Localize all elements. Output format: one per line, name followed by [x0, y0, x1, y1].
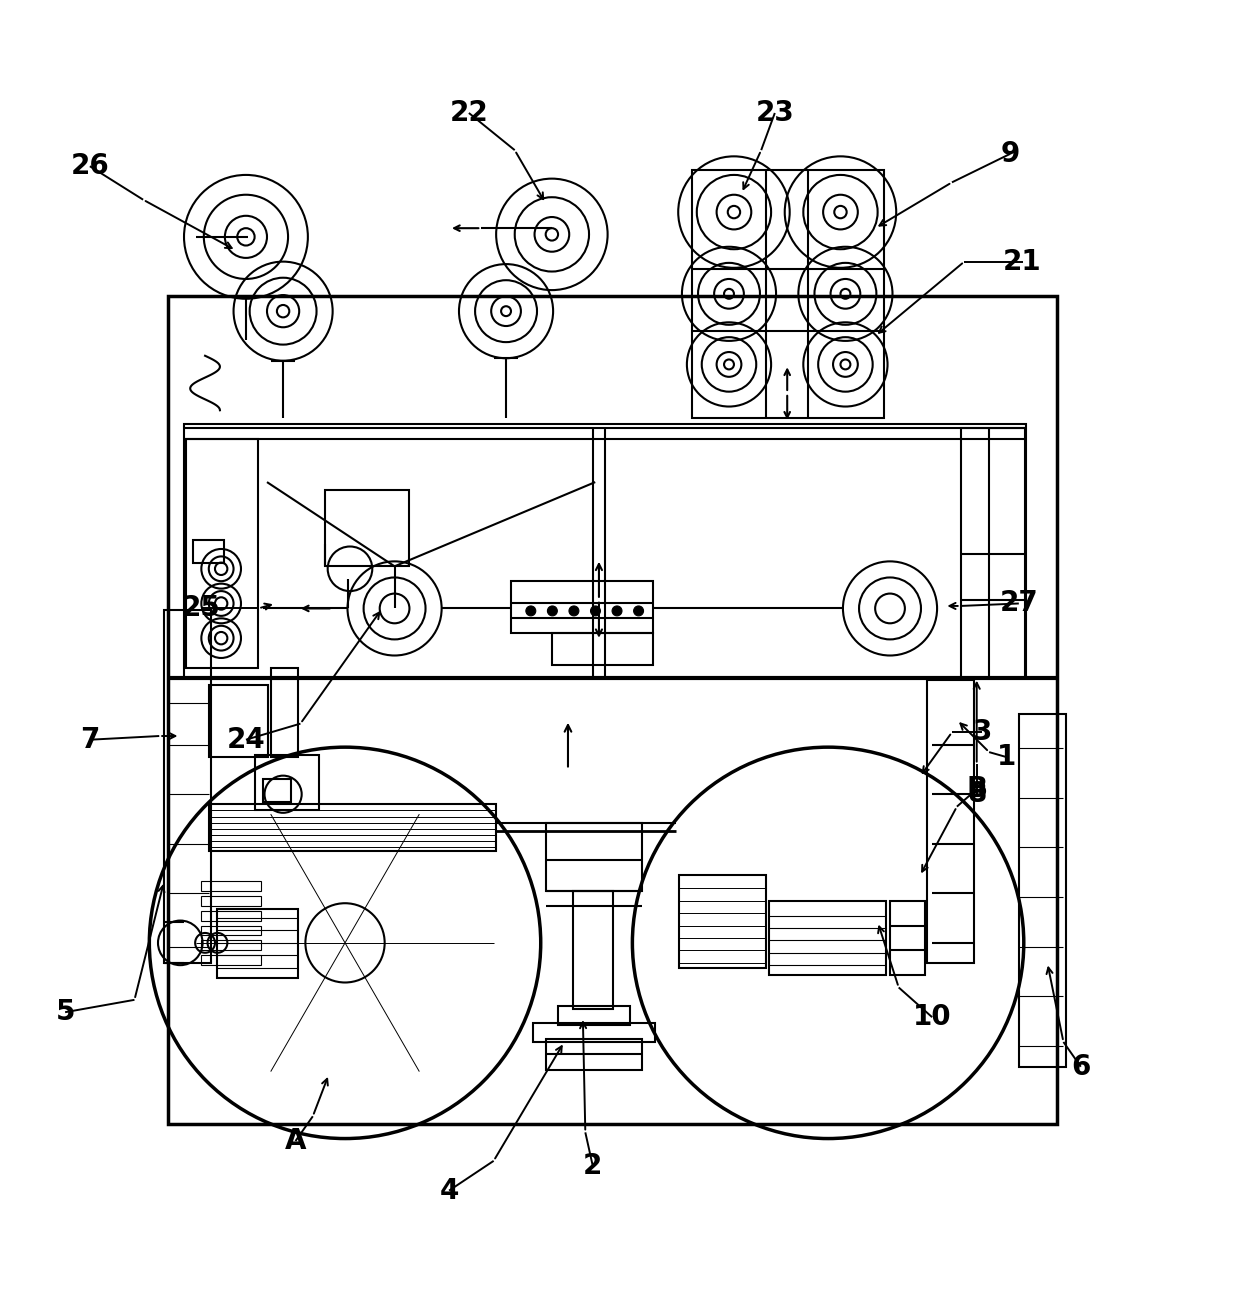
Bar [201, 940, 260, 950]
Text: 25: 25 [182, 594, 221, 623]
Text: 21: 21 [1003, 248, 1042, 275]
Text: 27: 27 [999, 590, 1038, 617]
Circle shape [613, 606, 622, 616]
Bar [961, 427, 1025, 678]
Text: A: A [285, 1127, 306, 1155]
Bar [890, 901, 925, 975]
Bar [217, 910, 298, 978]
Bar [186, 439, 258, 667]
Circle shape [569, 606, 579, 616]
Bar [192, 540, 223, 562]
Bar [254, 755, 319, 810]
Bar [325, 489, 409, 566]
Bar [769, 901, 887, 975]
Bar [270, 667, 298, 756]
Text: 24: 24 [227, 726, 265, 754]
Bar [546, 1040, 642, 1071]
Text: 7: 7 [81, 726, 99, 754]
Bar [546, 823, 642, 891]
Bar [680, 874, 766, 968]
Bar [208, 686, 268, 756]
Bar [558, 1006, 630, 1025]
Bar [201, 911, 260, 920]
Bar [201, 881, 260, 891]
Bar [511, 581, 653, 633]
Bar [552, 633, 653, 666]
Bar [928, 680, 975, 962]
Bar [167, 296, 1058, 1124]
Bar [533, 1024, 655, 1042]
Text: 10: 10 [913, 1003, 951, 1032]
Text: 9: 9 [1001, 140, 1019, 168]
Text: B: B [966, 775, 987, 804]
Bar [692, 170, 884, 418]
Bar [1019, 713, 1066, 1067]
Circle shape [526, 606, 536, 616]
Text: 22: 22 [450, 100, 489, 127]
Bar [201, 956, 260, 965]
Text: 23: 23 [755, 100, 794, 127]
Text: 6: 6 [1071, 1053, 1090, 1080]
Bar [263, 779, 290, 801]
Circle shape [634, 606, 644, 616]
Text: 5: 5 [56, 998, 74, 1027]
Circle shape [590, 606, 600, 616]
Text: 4: 4 [439, 1176, 459, 1205]
Text: 1: 1 [997, 743, 1016, 771]
Text: 26: 26 [71, 152, 109, 180]
Bar [164, 610, 211, 962]
Bar [208, 804, 496, 851]
Text: 2: 2 [583, 1152, 603, 1180]
Bar [201, 895, 260, 906]
Bar [184, 423, 1027, 678]
Text: 8: 8 [967, 780, 986, 808]
Bar [201, 926, 260, 936]
Bar [573, 891, 613, 1008]
Text: 3: 3 [972, 718, 991, 746]
Circle shape [547, 606, 557, 616]
